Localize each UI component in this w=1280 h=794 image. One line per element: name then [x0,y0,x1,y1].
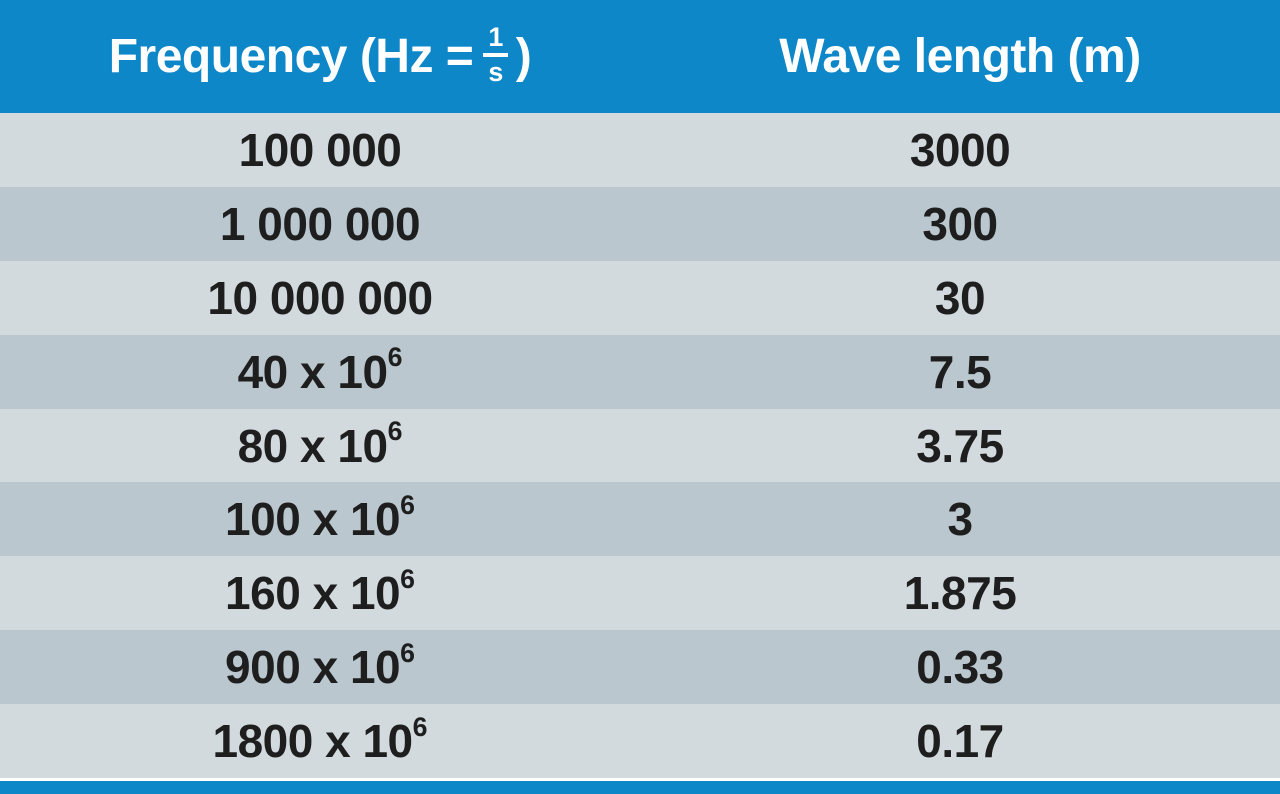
table-row: 160 x 10 6 1.875 [0,556,1280,631]
frequency-cell: 1800 x 10 6 [212,711,428,768]
fraction-one-over-s: 1 s [483,23,508,87]
wavelength-cell: 0.33 [916,641,1004,694]
exponent: 6 [387,342,403,373]
fraction-numerator: 1 [483,23,508,57]
table-row: 100 x 10 6 3 [0,482,1280,557]
exponent: 6 [412,711,428,742]
header-wavelength: Wave length (m) [779,30,1141,83]
wavelength-cell: 3000 [909,123,1011,176]
wavelength-cell: 30 [934,271,986,324]
header-frequency: Frequency (Hz = 1 s ) [0,0,640,113]
wavelength-cell: 1.875 [903,567,1017,620]
frequency-cell: 900 x 10 6 [225,637,415,694]
bottom-accent-bar [0,781,1280,794]
table-row: 1 000 000 300 [0,186,1280,261]
exponent: 6 [387,416,403,447]
header-frequency-label: Frequency (Hz = [108,30,474,83]
frequency-cell: 10 000 000 [207,271,433,324]
exponent: 6 [400,490,415,521]
frequency-cell: 160 x 10 6 [225,563,415,620]
table-row: 80 x 10 6 3.75 [0,408,1280,483]
wavelength-cell: 7.5 [928,345,992,398]
table-row: 100 000 3000 [0,113,1280,187]
table-row: 1800 x 10 6 0.17 [0,704,1280,779]
table-header-row: Frequency (Hz = 1 s ) Wave length (m) [0,0,1280,113]
frequency-cell: 1 000 000 [219,197,421,250]
wavelength-cell: 3.75 [916,419,1004,472]
frequency-cell: 100 x 10 6 [225,490,415,546]
frequency-cell: 80 x 10 6 [237,416,403,472]
exponent: 6 [400,563,415,594]
frequency-cell: 40 x 10 6 [237,342,403,398]
table-row: 10 000 000 30 [0,260,1280,335]
fraction-denominator: s [488,56,503,87]
table-row: 40 x 10 6 7.5 [0,334,1280,409]
header-frequency-close-paren: ) [515,30,532,83]
wavelength-cell: 300 [922,197,998,250]
divider-line [0,778,1280,782]
exponent: 6 [400,637,415,668]
frequency-cell: 100 000 [238,123,402,176]
table-row: 900 x 10 6 0.33 [0,630,1280,705]
wavelength-cell: 0.17 [916,715,1004,768]
wavelength-cell: 3 [947,493,973,546]
